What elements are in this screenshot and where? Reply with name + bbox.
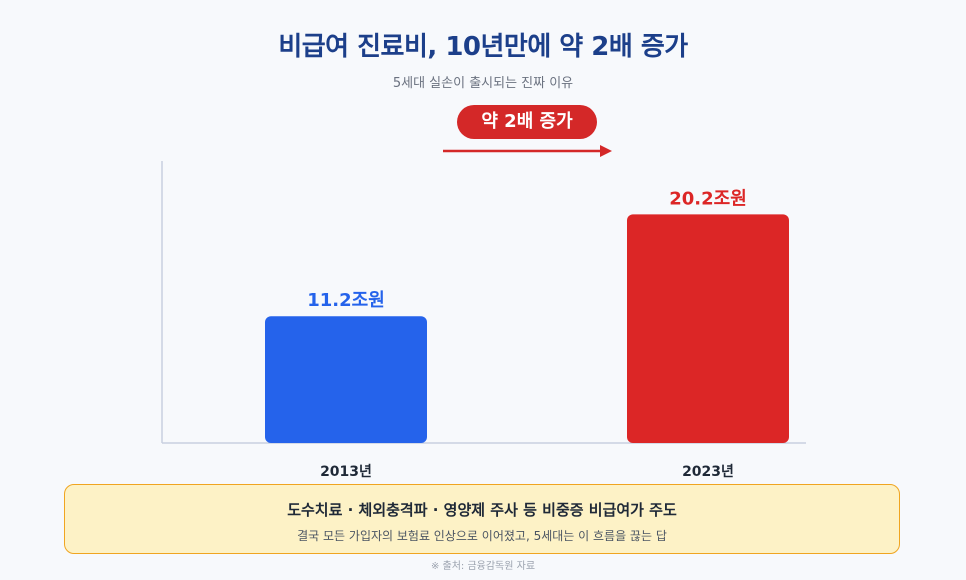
page-title: 비급여 진료비, 10년만에 약 2배 증가	[278, 32, 688, 62]
increase-badge: 약 2배 증가	[457, 105, 597, 139]
summary-callout: 도수치료 · 체외충격파 · 영양제 주사 등 비중증 비급여가 주도 결국 모…	[64, 484, 900, 554]
x-tick-label-2023년: 2023년	[682, 464, 734, 480]
callout-body: 결국 모든 가입자의 보험료 인상으로 이어졌고, 5세대는 이 흐름을 끊는 …	[297, 529, 667, 543]
page-subtitle: 5세대 실손이 출시되는 진짜 이유	[392, 76, 574, 91]
callout-title: 도수치료 · 체외충격파 · 영양제 주사 등 비중증 비급여가 주도	[287, 501, 677, 519]
bar-2023년	[627, 214, 789, 443]
data-label-2013년: 11.2조원	[307, 290, 385, 311]
bar-2013년	[265, 316, 427, 443]
source-note: ※ 출처: 금융감독원 자료	[430, 561, 536, 572]
increase-arrow-icon	[443, 145, 612, 157]
bar-chart: 11.2조원 2013년 20.2조원 2023년	[161, 145, 806, 480]
data-label-2023년: 20.2조원	[669, 188, 747, 209]
x-tick-label-2013년: 2013년	[320, 464, 372, 480]
